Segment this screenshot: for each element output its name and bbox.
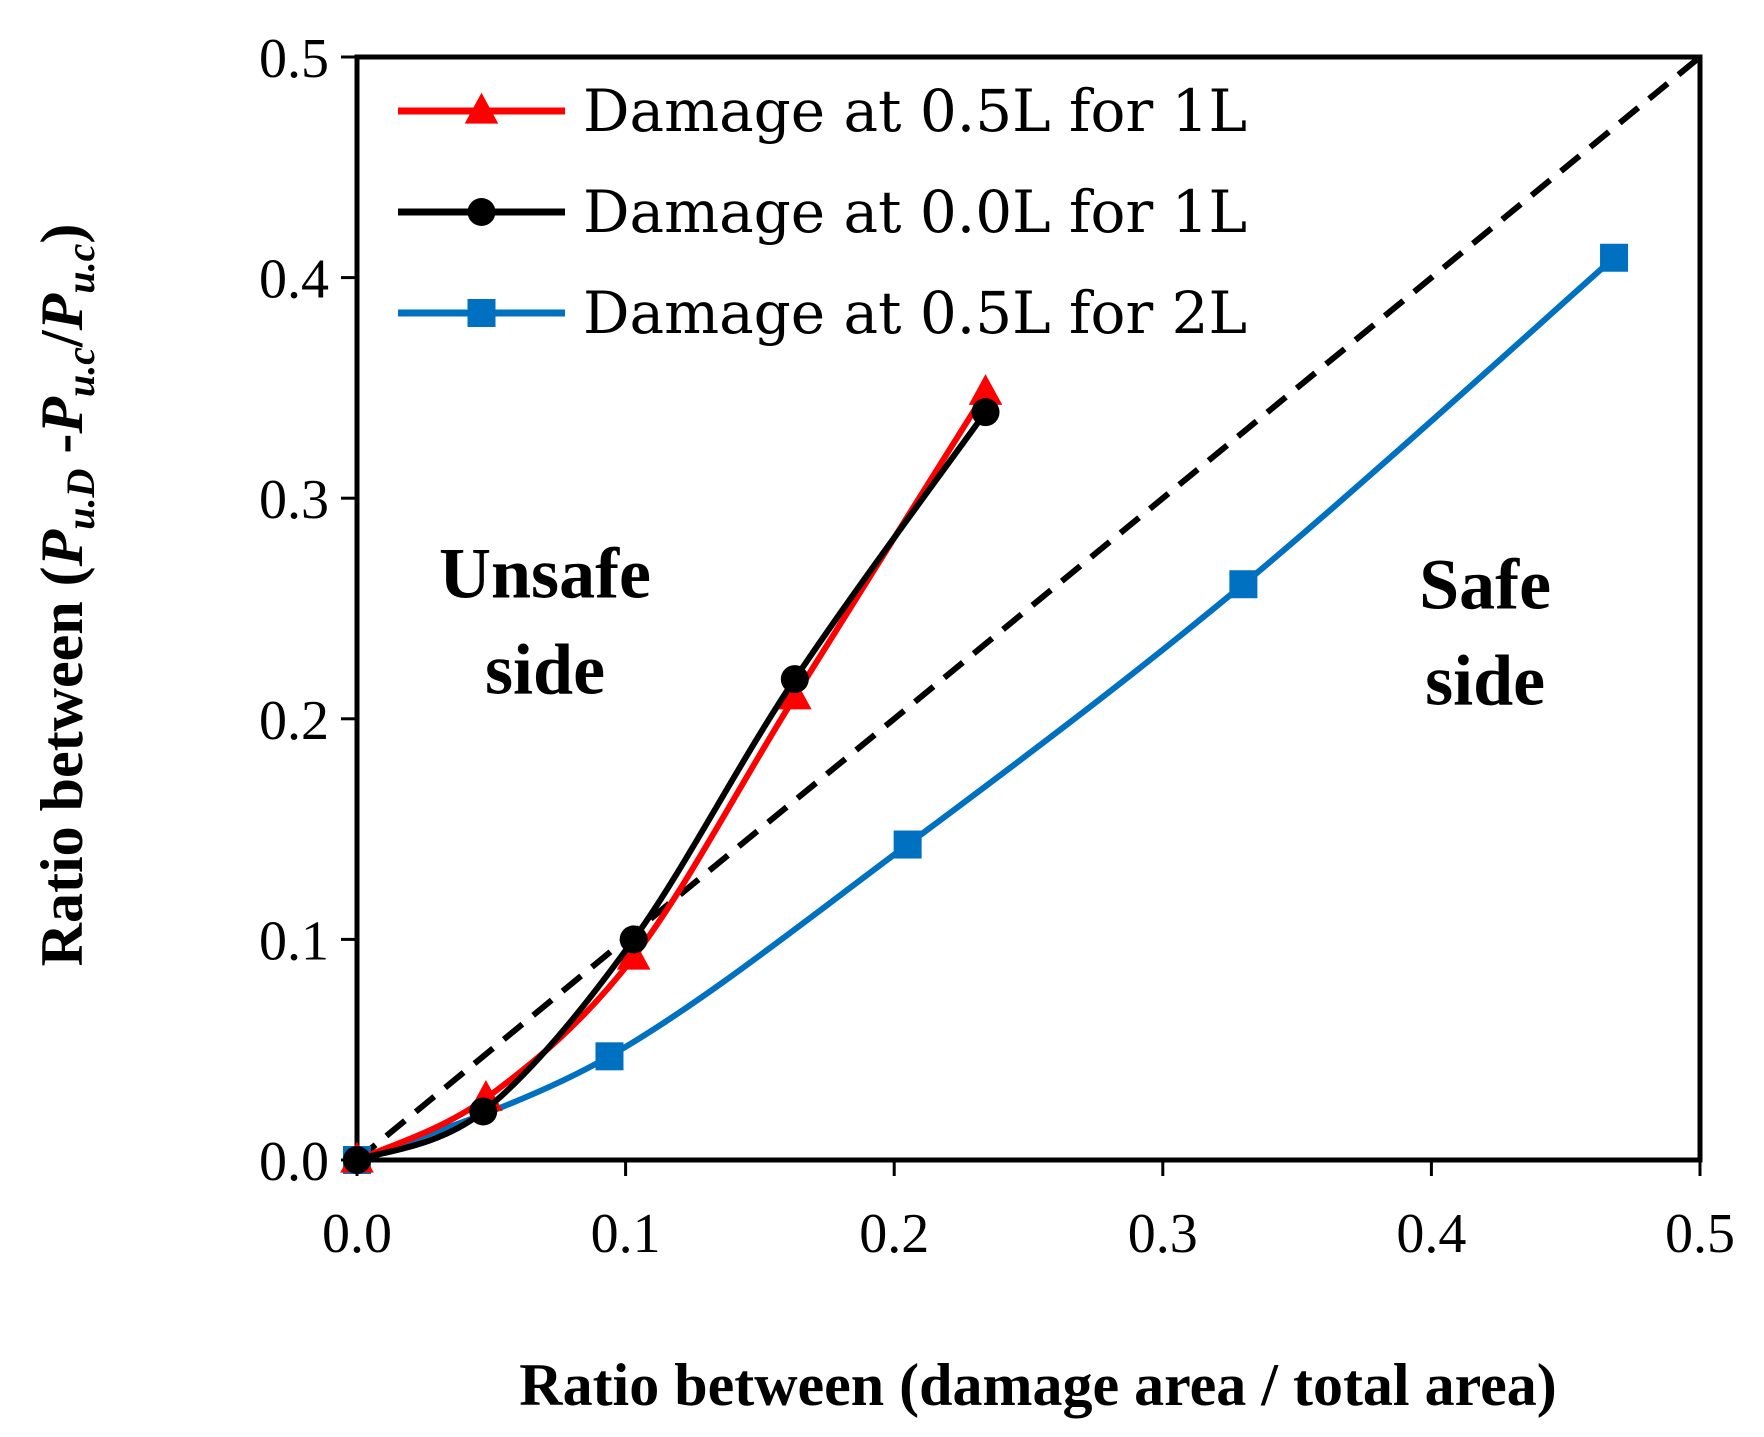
legend-label: Damage at 0.5L for 2L (583, 279, 1247, 347)
x-tick-label: 0.5 (1665, 1203, 1735, 1265)
y-axis-title-minus: - (29, 434, 95, 469)
y-axis-title-p2: P (29, 396, 95, 435)
reference-line (355, 54, 1702, 1163)
annotation-line: side (1425, 641, 1545, 721)
data-point (968, 374, 1003, 405)
x-tick-label: 0.2 (859, 1203, 929, 1265)
x-tick-label: 0.4 (1396, 1203, 1466, 1265)
x-tick-label: 0.0 (322, 1203, 392, 1265)
annotation-line: Unsafe (439, 533, 651, 613)
y-tick-label: 0.3 (259, 469, 329, 531)
legend-swatch-marker (464, 92, 499, 124)
data-point (469, 1097, 498, 1126)
series-line (355, 410, 988, 1163)
plot-frame (354, 54, 1703, 1163)
y-tick-label: 0.0 (259, 1131, 329, 1193)
data-point (893, 830, 922, 859)
y-axis-title: Ratio between (Pu.D -Pu.c/Pu.c) (29, 224, 103, 967)
y-axis-title-sub1: u.D (58, 469, 103, 530)
annotation-unsafe-side: Unsafe side (439, 533, 651, 709)
legend-entry-3: Damage at 0.5L for 2L (398, 279, 1247, 347)
y-axis-title-prefix: Ratio between ( (29, 566, 95, 966)
y-axis-title-sub3: u.c (58, 243, 103, 293)
x-tick-label: 0.1 (591, 1203, 661, 1265)
x-axis-title: Ratio between (damage area / total area) (519, 1352, 1557, 1418)
y-axis-title-p1: P (29, 528, 95, 567)
series-1 (340, 374, 1003, 1173)
y-tick-label: 0.1 (259, 910, 329, 972)
y-tick-label: 0.2 (259, 690, 329, 752)
y-axis-title-slash: / (29, 329, 95, 348)
data-point (595, 1042, 624, 1071)
data-point (1229, 570, 1258, 599)
series-2 (343, 398, 1000, 1174)
legend-entry-1: Damage at 0.5L for 1L (398, 77, 1247, 145)
data-point (616, 938, 651, 970)
x-tick-label: 0.3 (1128, 1203, 1198, 1265)
y-axis-title-sub2: u.c (58, 347, 103, 397)
data-point (778, 678, 812, 710)
data-point (1600, 243, 1629, 272)
y-tick-label: 0.4 (259, 249, 329, 311)
legend-swatch-marker (467, 299, 496, 327)
annotation-line: Safe (1419, 545, 1551, 625)
legend-entry-2: Damage at 0.0L for 1L (398, 178, 1247, 246)
data-point (971, 398, 1000, 427)
series-line (355, 255, 1617, 1163)
y-tick-label: 0.5 (259, 28, 329, 90)
data-point (780, 665, 809, 694)
legend-swatch-marker (467, 198, 496, 226)
data-point (619, 925, 648, 954)
series-line (355, 390, 989, 1163)
annotation-line: side (485, 629, 605, 709)
annotation-safe-side: Safe side (1419, 545, 1551, 721)
y-axis-title-p3: P (29, 292, 95, 331)
legend-label: Damage at 0.5L for 1L (583, 77, 1247, 145)
y-axis-title-suffix: ) (29, 224, 95, 244)
legend-label: Damage at 0.0L for 1L (583, 178, 1247, 246)
